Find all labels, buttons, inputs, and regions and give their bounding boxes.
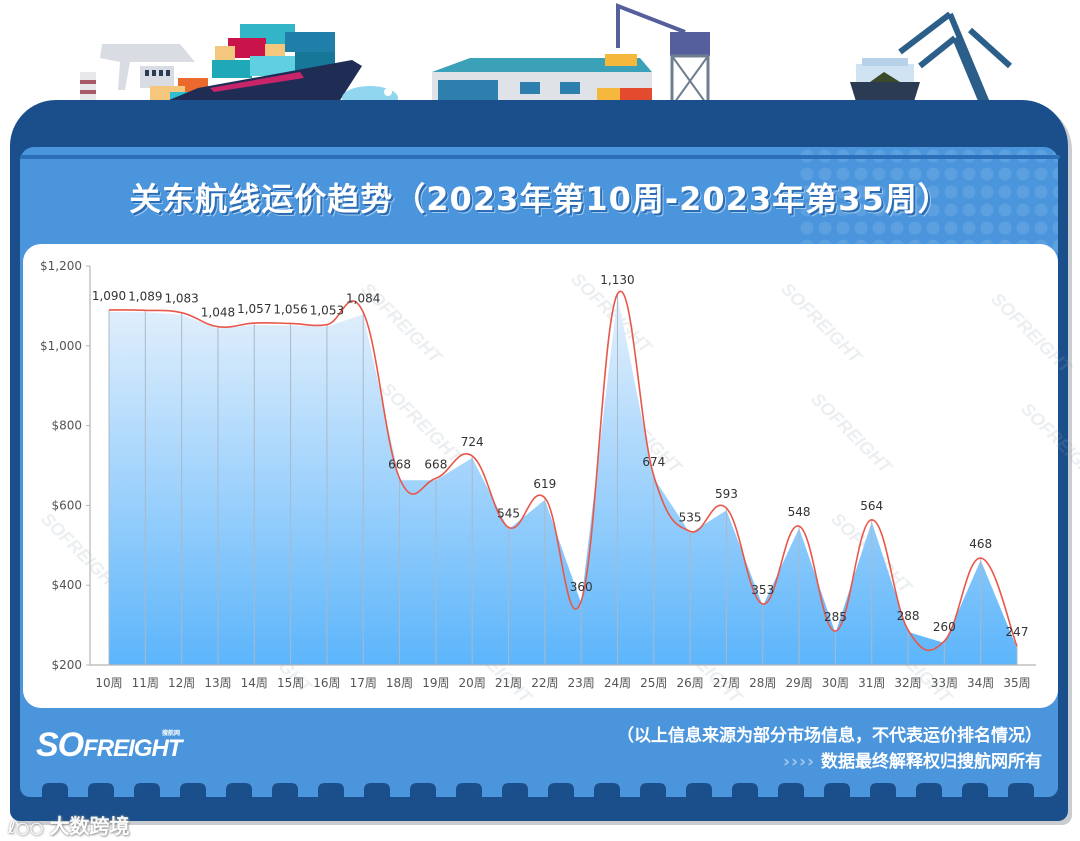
data-label: 674 — [642, 455, 665, 469]
title-stripe — [20, 155, 1060, 159]
area-fill — [109, 295, 1017, 665]
x-tick-label: 22周 — [531, 676, 558, 690]
svg-text:SOFREIGHT: SOFREIGHT — [1017, 399, 1080, 489]
x-tick-label: 20周 — [459, 676, 486, 690]
arrows-icon: ›››› — [782, 752, 815, 772]
data-label: 724 — [461, 435, 484, 449]
copyright-text: 数据最终解释权归搜航网所有 — [821, 752, 1042, 772]
series-line — [108, 290, 1018, 652]
100-logo-icon: ℓ○○ — [8, 818, 44, 837]
data-label: 1,130 — [600, 273, 634, 287]
y-tick-label: $1,200 — [40, 259, 82, 273]
x-tick-label: 24周 — [604, 676, 631, 690]
crane-icon — [616, 3, 710, 108]
data-label: 247 — [1006, 625, 1029, 639]
data-label: 1,089 — [128, 289, 162, 303]
y-axis: $200 $400 $600 $800 $1,000 $1,200 — [40, 259, 91, 672]
x-tick-label: 21周 — [495, 676, 522, 690]
x-tick-label: 34周 — [967, 676, 994, 690]
x-tick-label: 32周 — [894, 676, 921, 690]
x-tick-label: 35周 — [1003, 676, 1030, 690]
data-label: 593 — [715, 487, 738, 501]
x-tick-label: 14周 — [241, 676, 268, 690]
drop-lines — [108, 293, 1018, 665]
data-label: 288 — [897, 609, 920, 623]
x-tick-label: 28周 — [749, 676, 776, 690]
data-label: 468 — [969, 537, 992, 551]
data-label: 619 — [533, 477, 556, 491]
footer-note: （以上信息来源为部分市场信息，不代表运价排名情况） ›››› 数据最终解释权归搜航… — [617, 723, 1042, 775]
data-label: 353 — [751, 583, 774, 597]
data-label: 668 — [424, 457, 447, 471]
data-label: 1,048 — [201, 306, 235, 320]
bottom-watermark: ℓ○○ 大数跨境 — [8, 814, 130, 838]
data-label: 1,057 — [237, 302, 271, 316]
footer-scallops — [42, 783, 1034, 797]
y-tick-label: $600 — [51, 498, 82, 512]
data-label: 260 — [933, 620, 956, 634]
data-label: 1,053 — [310, 304, 344, 318]
disclaimer-text: （以上信息来源为部分市场信息，不代表运价排名情况） — [617, 726, 1042, 746]
data-label: 360 — [570, 580, 593, 594]
chart-title: 关东航线运价趋势（2023年第10周-2023年第35周） — [129, 180, 951, 218]
svg-text:SOFREIGHT: SOFREIGHT — [987, 289, 1077, 379]
x-tick-label: 27周 — [713, 676, 740, 690]
x-tick-label: 29周 — [785, 676, 812, 690]
y-tick-label: $400 — [51, 578, 82, 592]
data-label: 1,083 — [164, 292, 198, 306]
svg-text:SOFREIGHT: SOFREIGHT — [807, 389, 897, 479]
y-tick-label: $1,000 — [40, 339, 82, 353]
x-tick-label: 15周 — [277, 676, 304, 690]
x-tick-label: 16周 — [313, 676, 340, 690]
data-label: 564 — [860, 499, 883, 513]
data-label: 548 — [788, 505, 811, 519]
x-axis: 10周 11周 12周 13周 14周 15周 16周 17周 18周 19周 20周 21周 22周 2… — [90, 664, 1036, 690]
sofreight-logo: SOFREIGHT — [36, 726, 182, 764]
x-tick-label: 33周 — [931, 676, 958, 690]
data-label: 285 — [824, 610, 847, 624]
data-label: 545 — [497, 506, 520, 520]
data-label: 668 — [388, 457, 411, 471]
data-label: 1,090 — [92, 289, 126, 303]
data-label: 535 — [679, 510, 702, 524]
harbor-illustration — [80, 3, 1013, 112]
x-tick-label: 30周 — [822, 676, 849, 690]
warehouse-icon — [432, 54, 652, 102]
x-tick-label: 19周 — [422, 676, 449, 690]
data-label: 1,056 — [273, 302, 307, 316]
svg-text:SOFREIGHT: SOFREIGHT — [777, 279, 867, 369]
y-tick-label: $200 — [51, 658, 82, 672]
logo-subtitle: 搜航网 — [162, 730, 181, 737]
port-crane-icon — [898, 11, 1013, 112]
x-tick-label: 17周 — [350, 676, 377, 690]
x-tick-label: 18周 — [386, 676, 413, 690]
x-tick-label: 10周 — [95, 676, 122, 690]
x-tick-label: 12周 — [168, 676, 195, 690]
x-tick-label: 23周 — [568, 676, 595, 690]
y-tick-label: $800 — [51, 419, 82, 433]
x-tick-label: 13周 — [204, 676, 231, 690]
x-tick-label: 25周 — [640, 676, 667, 690]
port-building-icon — [80, 44, 195, 108]
x-tick-label: 31周 — [858, 676, 885, 690]
x-tick-label: 26周 — [676, 676, 703, 690]
data-label: 1,084 — [346, 291, 380, 305]
x-tick-label: 11周 — [132, 676, 159, 690]
